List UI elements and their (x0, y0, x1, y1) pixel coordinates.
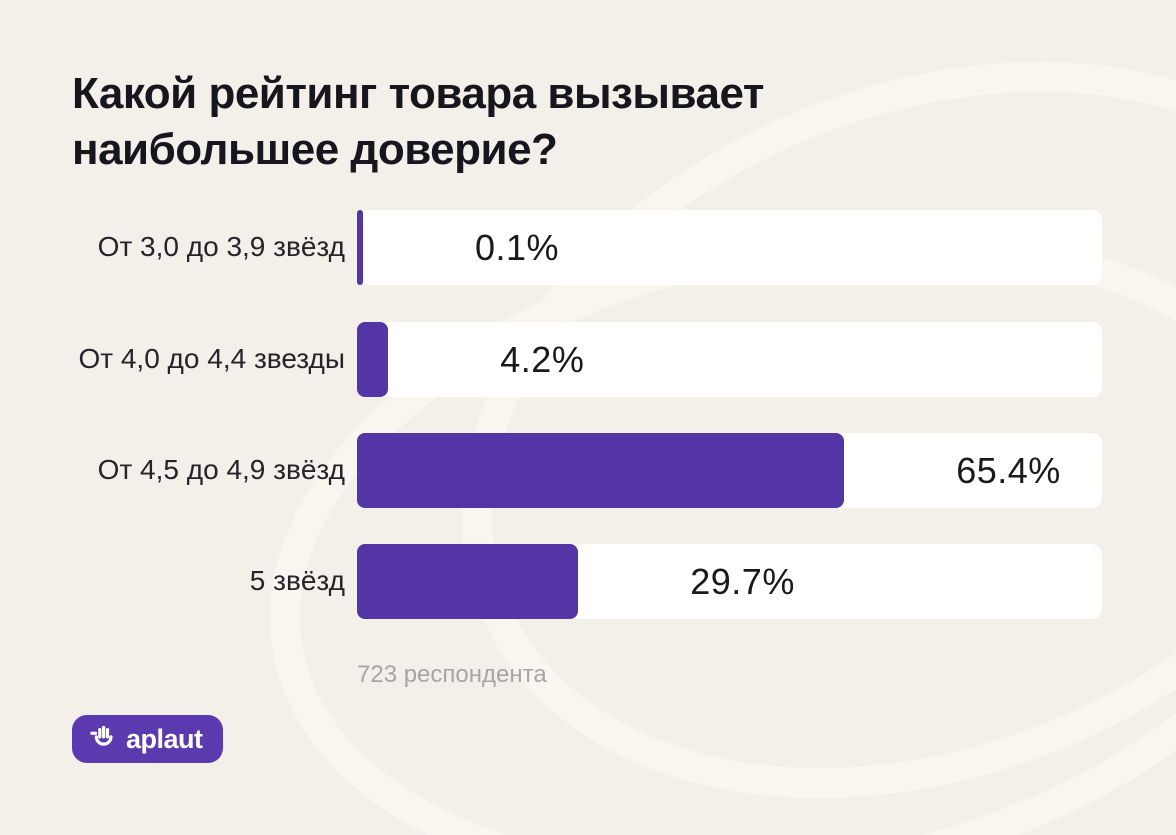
bar-row: От 4,0 до 4,4 звезды 4.2% (0, 322, 1102, 397)
bar-fill (357, 210, 363, 285)
raised-hand-icon (90, 725, 113, 746)
bar-row: 5 звёзд 29.7% (0, 544, 1102, 619)
respondents-note: 723 респондента (357, 661, 547, 688)
bar-value-label: 65.4% (956, 449, 1061, 491)
bar-value-label: 0.1% (474, 226, 560, 268)
bar-track: 29.7% (357, 544, 1102, 619)
category-label: От 4,0 до 4,4 звезды (78, 343, 345, 375)
logo-wordmark: aplaut (126, 723, 203, 754)
bar-value-label: 4.2% (500, 338, 585, 380)
category-label: 5 звёзд (249, 565, 345, 597)
bar-track: 0.1% (357, 210, 1102, 285)
bar-row: От 3,0 до 3,9 звёзд 0.1% (0, 210, 1102, 285)
logo-badge: aplaut (72, 715, 223, 763)
bar-track: 4.2% (357, 322, 1102, 397)
category-label: От 4,5 до 4,9 звёзд (97, 454, 345, 486)
bar-fill (357, 433, 845, 508)
bar-row: От 4,5 до 4,9 звёзд 65.4% (0, 433, 1102, 508)
bar-track: 65.4% (357, 433, 1102, 508)
bar-fill (357, 322, 389, 397)
bar-value-label: 29.7% (690, 560, 795, 602)
bar-fill (357, 544, 579, 619)
category-label: От 3,0 до 3,9 звёзд (97, 231, 345, 263)
chart-title: Какой рейтинг товара вызывает наибольшее… (72, 69, 764, 175)
